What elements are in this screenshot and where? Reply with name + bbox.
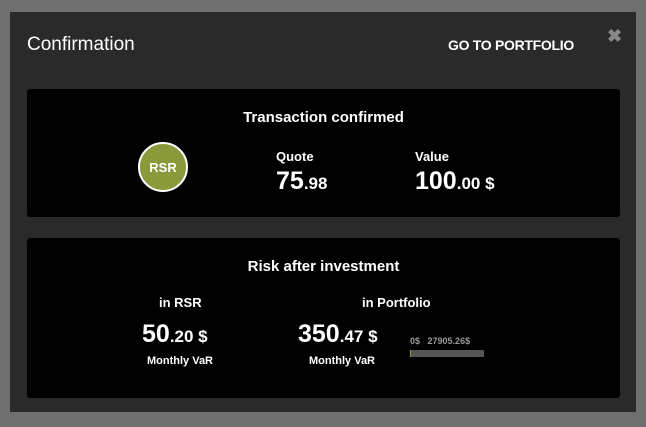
close-icon[interactable]: ✖ — [607, 26, 623, 46]
risk-panel: Risk after investment in RSR 50.20 $ Mon… — [27, 238, 620, 398]
portfolio-label: in Portfolio — [362, 295, 431, 310]
value-label: Value — [415, 149, 449, 164]
bar-labels: 0$ 27905.26$ — [410, 336, 471, 346]
rsr-label: in RSR — [159, 295, 202, 310]
confirmation-modal: Confirmation GO TO PORTFOLIO ✖ Transacti… — [10, 12, 636, 412]
risk-title: Risk after investment — [247, 258, 400, 275]
value-amount: 100.00 $ — [415, 167, 495, 195]
portfolio-var-value: 350.47 $ — [298, 320, 378, 348]
quote-label: Quote — [276, 149, 314, 164]
var-progress-fill — [410, 350, 412, 357]
quote-value: 75.98 — [276, 167, 328, 195]
asset-badge: RSR — [138, 142, 188, 192]
portfolio-var-label: Monthly VaR — [309, 355, 376, 367]
transaction-title: Transaction confirmed — [243, 109, 404, 126]
rsr-var-value: 50.20 $ — [142, 320, 208, 348]
var-progress-bar — [410, 350, 484, 357]
rsr-var-label: Monthly VaR — [147, 355, 214, 367]
transaction-panel: Transaction confirmed RSR Quote 75.98 Va… — [27, 89, 620, 217]
go-to-portfolio-link[interactable]: GO TO PORTFOLIO — [448, 37, 574, 53]
modal-title: Confirmation — [27, 34, 135, 55]
